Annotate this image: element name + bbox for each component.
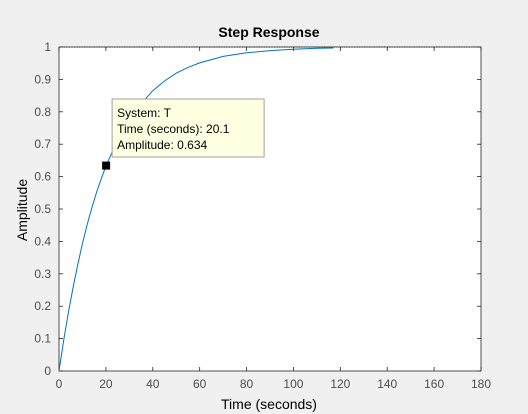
y-tick-label: 0.7: [34, 137, 51, 151]
data-point: [101, 178, 102, 179]
data-point: [91, 208, 92, 209]
data-point: [59, 371, 60, 372]
y-tick-label: 0.5: [34, 202, 51, 216]
x-axis-label: Time (seconds): [221, 396, 317, 412]
x-tick-label: 120: [330, 377, 350, 391]
y-axis-label: Amplitude: [14, 179, 30, 241]
plot-marks: 0 20 40 60 80 100 120 140 160 180 0 0.1 0.2 0.3 0.4 0.5…: [34, 40, 491, 391]
data-point: [223, 56, 224, 57]
y-tick-label: 0.6: [34, 170, 51, 184]
plot-area[interactable]: [59, 47, 481, 371]
x-tick-label: 100: [283, 377, 303, 391]
data-point: [176, 73, 177, 74]
datatip-box: [111, 98, 265, 158]
x-tick-label: 60: [193, 377, 207, 391]
datatip[interactable]: System: T Time (seconds): 20.1 Amplitude: …: [102, 98, 265, 170]
x-tick-label: 180: [471, 377, 491, 391]
data-point: [333, 47, 334, 48]
data-point: [63, 340, 64, 341]
x-tick-label: 0: [56, 377, 63, 391]
x-tick-label: 140: [377, 377, 397, 391]
y-tick-label: 0.3: [34, 267, 51, 281]
data-point: [187, 67, 188, 68]
chart-title: Step Response: [218, 24, 319, 40]
datatip-marker: [102, 161, 111, 170]
data-point: [246, 52, 247, 53]
data-point: [152, 90, 153, 91]
datatip-line: System: T: [117, 106, 171, 120]
data-point: [293, 49, 294, 50]
x-tick-label: 20: [99, 377, 113, 391]
y-tick-label: 0.9: [34, 72, 51, 86]
datatip-line: Amplitude: 0.634: [117, 138, 207, 152]
y-tick-label: 0.2: [34, 299, 51, 313]
x-tick-label: 160: [424, 377, 444, 391]
y-tick-label: 0.1: [34, 332, 51, 346]
data-point: [87, 224, 88, 225]
y-tick-label: 0: [44, 364, 51, 378]
data-point: [68, 312, 69, 313]
x-tick-label: 80: [240, 377, 254, 391]
data-point: [199, 62, 200, 63]
data-point: [73, 287, 74, 288]
y-tick-label: 0.4: [34, 234, 51, 248]
data-point: [164, 81, 165, 82]
y-tick-label: 1: [44, 40, 51, 54]
data-point: [77, 264, 78, 265]
x-tick-label: 40: [146, 377, 160, 391]
data-point: [270, 50, 271, 51]
data-point: [316, 48, 317, 49]
y-tick-label: 0.8: [34, 105, 51, 119]
data-point: [82, 243, 83, 244]
datatip-line: Time (seconds): 20.1: [117, 122, 230, 136]
data-point: [96, 192, 97, 193]
